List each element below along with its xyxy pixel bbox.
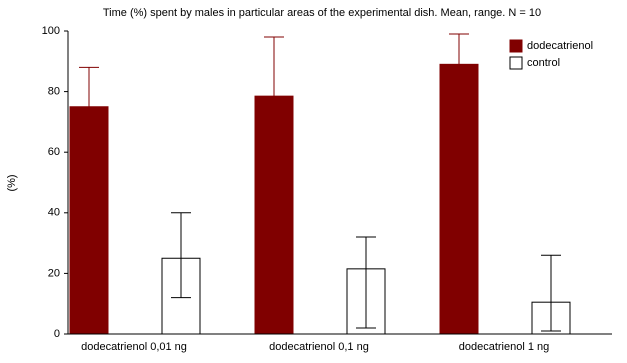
bar [69,106,109,335]
chart-title: Time (%) spent by males in particular ar… [103,7,541,19]
legend-label: control [527,57,560,69]
y-tick-label: 0 [54,328,60,340]
y-tick-label: 20 [48,267,60,279]
bar [254,95,294,335]
x-tick-label: dodecatrienol 1 ng [459,341,550,353]
y-tick-label: 80 [48,86,60,98]
y-tick-label: 100 [42,25,60,37]
bar [439,63,479,335]
y-tick-label: 40 [48,207,60,219]
y-tick-label: 60 [48,146,60,158]
x-tick-label: dodecatrienol 0,1 ng [269,341,369,353]
legend-swatch [509,39,523,53]
y-axis-label: (%) [6,174,18,191]
legend-label: dodecatrienol [527,40,593,52]
x-tick-label: dodecatrienol 0,01 ng [81,341,187,353]
legend-swatch [509,56,523,70]
